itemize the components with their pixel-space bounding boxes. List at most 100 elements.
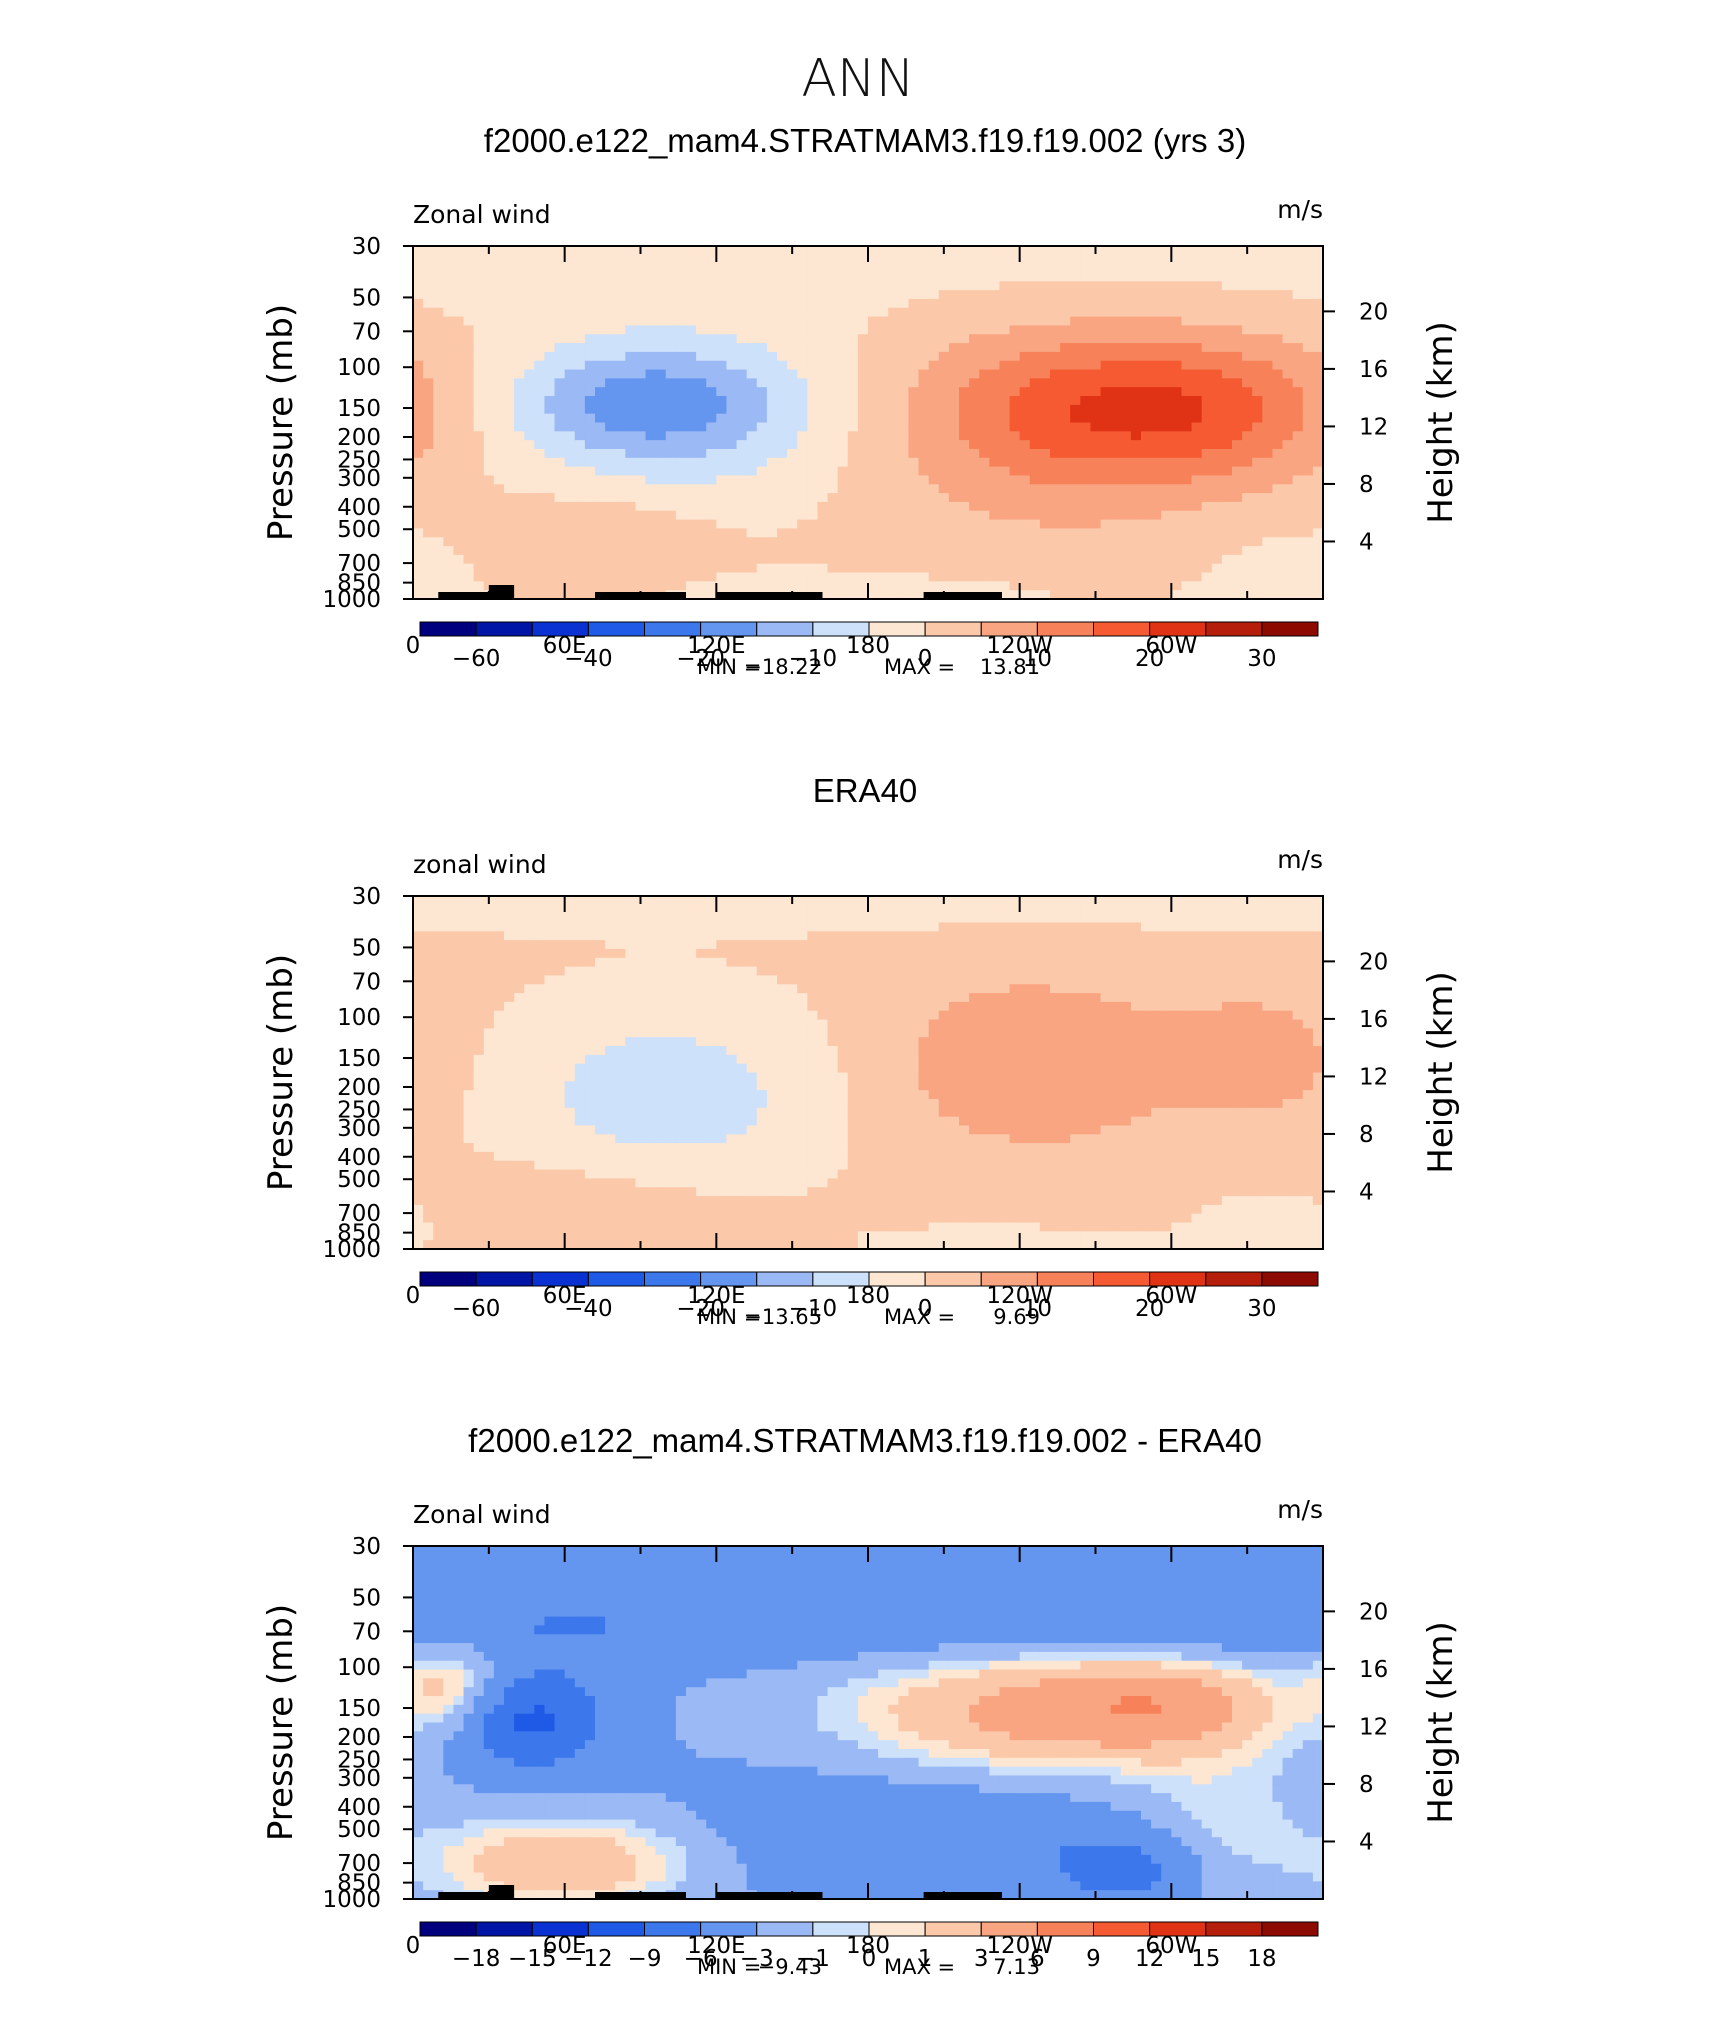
contour-cell	[493, 1187, 505, 1197]
contour-cell	[1171, 457, 1183, 468]
contour-cell	[1302, 563, 1314, 574]
contour-cell	[635, 334, 647, 344]
contour-cell	[625, 1240, 637, 1250]
contour-cell	[584, 413, 596, 424]
contour-cell	[1130, 431, 1142, 441]
contour-cell	[473, 369, 485, 379]
contour-cell	[766, 457, 778, 468]
contour-cell	[1029, 272, 1041, 282]
contour-cell	[554, 351, 566, 362]
contour-cell	[1302, 254, 1314, 265]
contour-cell	[706, 281, 717, 291]
contour-cell	[544, 1054, 556, 1065]
contour-cell	[1070, 413, 1081, 424]
contour-cell	[1312, 254, 1324, 265]
contour-cell	[413, 493, 424, 503]
contour-cell	[686, 1169, 697, 1179]
contour-cell	[787, 501, 798, 512]
contour-cell	[1272, 334, 1284, 344]
contour-cell	[908, 448, 920, 459]
contour-cell	[1141, 369, 1152, 379]
contour-cell	[857, 369, 869, 379]
contour-cell	[736, 457, 748, 468]
contour-cell	[1252, 572, 1263, 582]
contour-cell	[696, 1213, 707, 1224]
contour-cell	[645, 984, 657, 994]
contour-cell	[443, 984, 455, 994]
contour-cell	[675, 290, 687, 300]
contour-cell	[584, 1187, 596, 1197]
contour-cell	[756, 298, 768, 309]
contour-cell	[675, 422, 687, 432]
contour-cell	[504, 263, 515, 274]
contour-cell	[999, 360, 1011, 371]
contour-cell	[504, 554, 515, 565]
contour-cell	[564, 281, 576, 291]
contour-cell	[817, 272, 829, 282]
contour-cell	[969, 572, 980, 582]
contour-cell	[1080, 369, 1092, 379]
contour-cell	[959, 325, 970, 335]
contour-cell	[625, 457, 637, 468]
contour-cell	[1302, 431, 1314, 441]
contour-cell	[1070, 404, 1081, 415]
contour-cell	[979, 263, 990, 274]
contour-cell	[493, 1107, 505, 1118]
contour-cell	[706, 351, 717, 362]
contour-cell	[686, 1187, 697, 1197]
contour-cell	[605, 1037, 616, 1047]
contour-cell	[493, 1160, 505, 1171]
contour-cell	[716, 369, 728, 379]
contour-cell	[423, 931, 434, 941]
contour-cell	[625, 1063, 637, 1074]
contour-cell	[979, 334, 990, 344]
contour-cell	[504, 948, 515, 959]
contour-cell	[1201, 254, 1213, 265]
contour-cell	[1221, 581, 1233, 591]
contour-cell	[584, 325, 596, 335]
contour-cell	[1252, 387, 1263, 397]
contour-cell	[1302, 334, 1314, 344]
contour-cell	[807, 396, 819, 406]
contour-cell	[888, 387, 899, 397]
contour-cell	[1080, 387, 1092, 397]
contour-cell	[595, 975, 606, 985]
contour-cell	[847, 528, 859, 538]
contour-cell	[534, 931, 546, 941]
contour-cell	[1312, 413, 1324, 424]
contour-cell	[1242, 316, 1253, 327]
contour-cell	[473, 528, 485, 538]
contour-cell	[413, 1169, 424, 1179]
contour-cell	[918, 334, 930, 344]
contour-cell	[1120, 307, 1132, 318]
contour-cell	[1312, 475, 1324, 485]
contour-cell	[554, 387, 566, 397]
contour-cell	[433, 554, 444, 565]
contour-cell	[827, 440, 839, 450]
contour-cell	[423, 1125, 434, 1135]
contour-cell	[473, 1143, 485, 1153]
contour-cell	[645, 537, 657, 547]
contour-cell	[584, 1213, 596, 1224]
contour-cell	[463, 957, 475, 968]
colorbar: −60 −40 −20 −10 0 10 20 30	[419, 621, 1319, 672]
contour-cell	[564, 1037, 576, 1047]
contour-cell	[514, 325, 525, 335]
contour-cell	[433, 281, 444, 291]
contour-cell	[1100, 396, 1112, 406]
contour-cell	[554, 1054, 566, 1065]
contour-cell	[514, 1028, 525, 1038]
contour-cell	[1282, 581, 1294, 591]
contour-cell	[938, 510, 950, 521]
contour-cell	[1302, 546, 1314, 556]
contour-cell	[433, 966, 444, 977]
contour-cell	[1161, 378, 1172, 388]
contour-cell	[635, 1178, 647, 1188]
contour-cell	[1282, 334, 1294, 344]
contour-cell	[696, 975, 707, 985]
contour-cell	[625, 975, 637, 985]
contour-cell	[504, 351, 515, 362]
contour-cell	[1100, 466, 1112, 477]
contour-cell	[766, 528, 778, 538]
contour-cell	[514, 396, 525, 406]
